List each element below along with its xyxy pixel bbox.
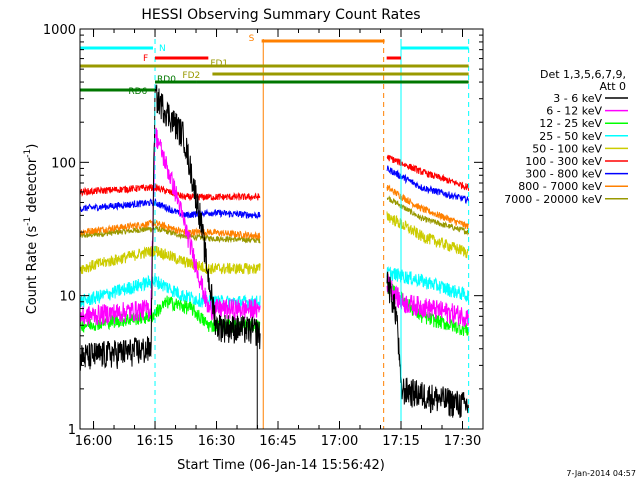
legend-item-label: 800 - 7000 keV	[518, 180, 602, 193]
legend-item-label: 25 - 50 keV	[539, 130, 602, 143]
x-tick-label: 16:30	[198, 434, 235, 449]
legend-title: Det 1,3,5,6,7,9,	[540, 68, 626, 81]
legend-item-label: 12 - 25 keV	[539, 117, 602, 130]
legend-item-label: 3 - 6 keV	[553, 92, 602, 105]
x-tick-label: 17:00	[321, 434, 358, 449]
flag-label: FD1	[210, 59, 228, 69]
y-axis-label-end: )	[25, 144, 40, 149]
legend-item-label: 7000 - 20000 keV	[504, 193, 602, 206]
y-tick-label: 10	[59, 290, 76, 305]
x-tick-label: 16:45	[259, 434, 296, 449]
plot-frame	[79, 28, 484, 430]
chart-title: HESSI Observing Summary Count Rates	[141, 7, 420, 23]
axis-layer: 16:00 16:15 16:30 16:45 17:00 17:15 17:30 1 10 10…	[43, 23, 484, 449]
flag-label: F	[143, 54, 148, 64]
y-tick-label: 100	[51, 156, 76, 171]
flag-label: S	[249, 34, 255, 44]
legend-item-label: 6 - 12 keV	[546, 105, 602, 118]
flag-layer: N F S FD1 FD2 RD0 RD6	[80, 34, 469, 97]
legend-title: Att 0	[600, 80, 626, 93]
x-tick-label: 16:15	[136, 434, 173, 449]
y-axis-label: Count Rate (s-1 detector-1)	[23, 144, 40, 315]
y-tick-label: 1000	[43, 23, 76, 38]
legend-item-label: 100 - 300 keV	[525, 155, 602, 168]
x-axis-label: Start Time (06-Jan-14 15:56:42)	[177, 458, 385, 473]
y-axis-label-sup2: -1	[23, 149, 33, 158]
legend-item-label: 300 - 800 keV	[525, 168, 602, 181]
y-axis-label-mid: detector	[25, 157, 40, 217]
y-axis-label-main: Count Rate (s	[25, 226, 40, 315]
timestamp: 7-Jan-2014 04:57	[566, 469, 636, 478]
flag-label: N	[159, 44, 166, 54]
y-tick-label: 1	[68, 423, 76, 438]
x-tick-label: 16:00	[75, 434, 112, 449]
x-tick-label: 17:15	[382, 434, 419, 449]
y-axis-label-sup1: -1	[23, 217, 33, 226]
legend-item-label: 50 - 100 keV	[532, 142, 602, 155]
x-tick-label: 17:30	[444, 434, 481, 449]
flag-label: RD6	[128, 87, 147, 97]
flag-label: FD2	[182, 71, 200, 81]
flag-label: RD0	[157, 75, 176, 85]
